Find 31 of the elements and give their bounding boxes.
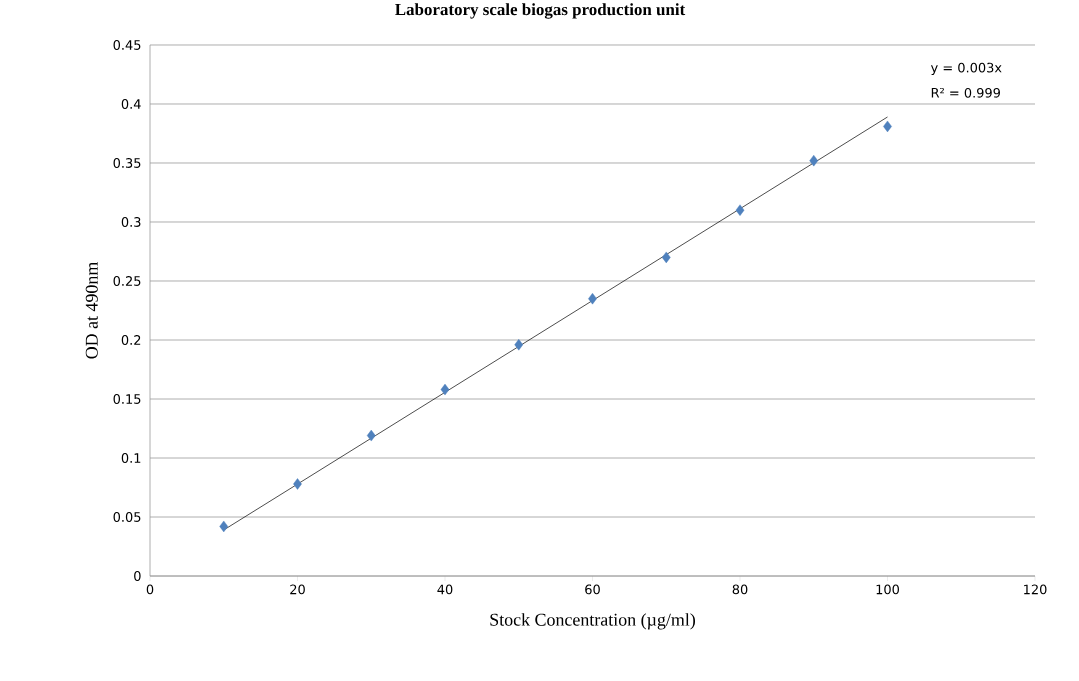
point (293, 478, 302, 490)
y-axis-title: OD at 490nm (85, 261, 98, 359)
y-tick-label: 0.15 (113, 394, 141, 404)
x-tick-label: 100 (876, 584, 899, 595)
point (219, 520, 229, 533)
y-tick-label: 0.1 (121, 453, 141, 463)
x-tick-label: 60 (585, 584, 600, 595)
x-axis-title: Stock Concentration (µg/ml) (490, 613, 696, 630)
x-tick-label: 40 (437, 584, 453, 595)
y-tick-label: 0.25 (113, 276, 141, 286)
annotation: R² = 0.999 (931, 87, 1000, 98)
point (366, 429, 376, 442)
point (735, 204, 745, 216)
x-tick-label: 80 (732, 584, 748, 595)
point (440, 383, 450, 396)
point (661, 251, 671, 264)
x-tick-label: 20 (290, 584, 305, 595)
chart-title: Laboratory scale biogas production unit (395, 3, 686, 19)
y-tick-label: 0.45 (113, 40, 141, 50)
y-tick-label: 0.35 (113, 158, 141, 168)
y-tick-label: 0.3 (121, 217, 141, 227)
y-tick-label: 0.2 (121, 335, 141, 345)
point (514, 339, 524, 351)
point (588, 293, 597, 305)
y-tick-label: 0.05 (113, 512, 141, 522)
x-tick-label: 120 (1024, 584, 1047, 595)
x-tick-label: 0 (146, 584, 154, 595)
point (809, 154, 819, 167)
y-tick-label: 0.4 (121, 99, 141, 109)
annotation: y = 0.003x (930, 62, 1002, 76)
y-tick-label: 0 (134, 571, 141, 581)
